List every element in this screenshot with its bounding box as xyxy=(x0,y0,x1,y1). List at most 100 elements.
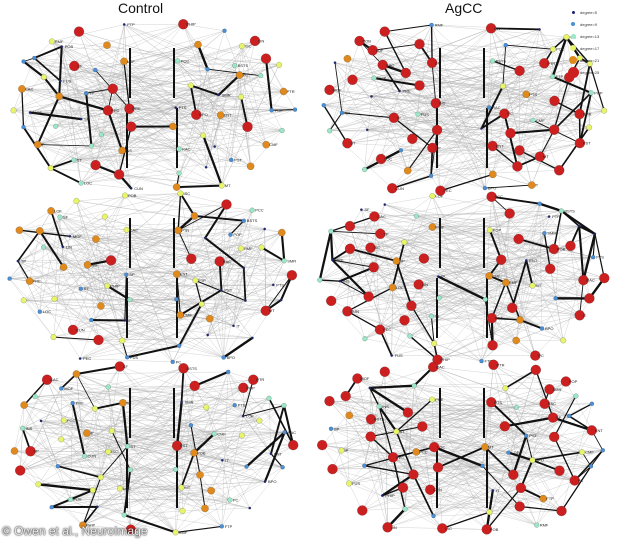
network-node xyxy=(506,450,511,455)
node-label: PTS xyxy=(494,400,502,405)
network-node xyxy=(108,428,115,434)
node-label: PRE xyxy=(435,397,444,402)
network-node xyxy=(554,465,565,476)
node-label: PEC xyxy=(443,188,451,193)
network-node xyxy=(280,465,285,470)
network-node xyxy=(333,61,337,65)
network-node xyxy=(342,306,353,317)
edges-thin xyxy=(323,24,605,191)
node-label: LIN xyxy=(258,38,264,43)
network-node xyxy=(360,208,363,212)
node-label: LOC xyxy=(437,445,445,450)
node-label: SMR xyxy=(547,231,556,236)
network-node xyxy=(375,228,386,239)
network-node xyxy=(123,226,130,233)
node-label: LOF xyxy=(376,48,384,53)
column-title-control: Control xyxy=(118,0,164,16)
network-node xyxy=(538,28,541,31)
network-node xyxy=(566,413,572,419)
network-node xyxy=(379,26,390,37)
network-node xyxy=(258,244,265,251)
node-label: ENT xyxy=(595,428,604,433)
node-label: RAC xyxy=(288,430,297,435)
network-node xyxy=(262,140,270,149)
network-node xyxy=(345,411,353,420)
node-label: SMR xyxy=(583,112,592,117)
node-label: INS xyxy=(26,426,33,431)
network-node xyxy=(269,452,273,456)
network-node xyxy=(228,232,233,237)
node-label: BPO xyxy=(199,112,207,117)
network-node xyxy=(71,157,77,163)
network-node xyxy=(105,255,117,266)
network-node xyxy=(404,166,412,175)
node-label: PTS xyxy=(238,403,246,408)
network-node xyxy=(480,127,483,130)
network-node xyxy=(347,74,358,85)
network-node xyxy=(368,262,379,273)
network-node xyxy=(170,359,175,364)
network-node xyxy=(324,84,335,96)
node-label: RMF xyxy=(179,530,188,535)
network-node xyxy=(589,401,595,406)
network-node xyxy=(235,71,244,79)
network-node xyxy=(554,165,565,176)
network-node xyxy=(376,153,387,165)
network-node xyxy=(203,236,207,240)
network-node xyxy=(539,326,545,331)
network-node xyxy=(194,40,202,49)
network-node xyxy=(177,343,182,348)
network-node xyxy=(281,403,287,409)
node-label: MOF xyxy=(333,87,342,92)
network-node xyxy=(513,404,519,410)
node-label: ENT xyxy=(496,144,505,149)
legend-label: degree=17 xyxy=(580,45,600,51)
network-node xyxy=(218,182,225,189)
node-label: POB xyxy=(128,193,137,198)
network-node xyxy=(174,106,178,110)
network-node xyxy=(232,63,238,69)
network-node xyxy=(599,273,610,284)
network-node xyxy=(489,170,497,179)
network-node xyxy=(174,226,182,234)
network-node xyxy=(402,506,408,512)
network-node xyxy=(121,512,127,518)
network-node xyxy=(186,253,197,264)
network-node xyxy=(20,425,26,431)
network-node xyxy=(370,95,373,98)
node-label: SP xyxy=(435,145,441,150)
network-node xyxy=(263,480,267,484)
network-node xyxy=(524,433,529,438)
network-node xyxy=(256,417,263,424)
legend-item: degree=21 xyxy=(566,54,632,66)
network-node xyxy=(248,374,259,385)
node-label: POB xyxy=(197,450,206,455)
network-node xyxy=(178,19,189,30)
network-node xyxy=(486,191,497,202)
network-node xyxy=(73,26,85,37)
network-node xyxy=(190,449,198,457)
network-node xyxy=(398,148,403,153)
network-panel: SF CAC MOF TP PRE INS SP IP ST LOC CUN PEC FUS PHIP LI… xyxy=(10,361,299,536)
node-label: SF xyxy=(435,60,441,65)
network-node xyxy=(502,385,509,392)
network-node xyxy=(173,270,181,278)
node-label: ENT xyxy=(224,113,233,118)
network-node xyxy=(98,132,104,138)
node-label: BPO xyxy=(268,479,276,484)
node-label: LOC xyxy=(84,181,92,186)
network-node xyxy=(579,449,585,456)
node-label: TP xyxy=(383,231,388,236)
network-node xyxy=(601,107,608,114)
node-label: CUN xyxy=(88,454,97,459)
network-node xyxy=(281,258,287,264)
node-label: IT xyxy=(237,323,241,328)
network-node xyxy=(550,46,556,53)
node-label: FTP xyxy=(225,524,233,529)
node-label: PTR xyxy=(547,61,555,66)
network-node xyxy=(344,221,355,232)
node-label: RMF xyxy=(540,523,549,528)
network-node xyxy=(486,509,493,515)
network-node xyxy=(81,453,87,459)
node-label: CMF xyxy=(183,313,192,318)
